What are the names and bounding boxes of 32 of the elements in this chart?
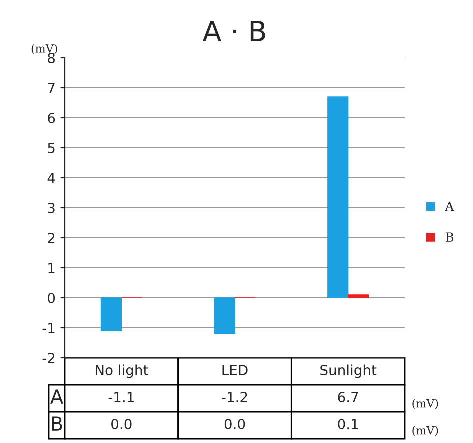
text: A bbox=[50, 390, 64, 404]
data-label: 0.0 bbox=[112, 419, 132, 430]
y-tick-label: 6 bbox=[48, 112, 56, 124]
data-label: 0.0 bbox=[224, 419, 246, 430]
legend-label: B bbox=[446, 232, 454, 242]
y-tick-label: 5 bbox=[48, 143, 55, 154]
y-tick-label: 0 bbox=[48, 292, 56, 304]
data-label: 0.1 bbox=[338, 419, 358, 430]
y-tick-label: 1 bbox=[48, 263, 55, 274]
legend-label: A bbox=[445, 202, 454, 212]
y-tick-label: -1 bbox=[42, 323, 55, 334]
y-tick-label: 8 bbox=[48, 52, 56, 64]
y-tick-label: 2 bbox=[48, 232, 55, 244]
y-tick-label: -2 bbox=[42, 352, 55, 364]
x-tick-label: No light bbox=[96, 364, 148, 378]
data-label: 6.7 bbox=[338, 392, 358, 403]
bar bbox=[348, 294, 370, 298]
y-tick-label: 4 bbox=[48, 173, 56, 184]
bar bbox=[100, 298, 122, 332]
y-axis-title: (mV) bbox=[32, 44, 58, 54]
x-tick-label: Sunlight bbox=[320, 364, 377, 378]
text: (mV) bbox=[412, 399, 438, 410]
data-label: -1.2 bbox=[222, 392, 248, 402]
bar bbox=[214, 298, 236, 334]
y-tick-label: 7 bbox=[48, 83, 55, 94]
data-label: -1.1 bbox=[108, 392, 134, 402]
chart-title: A · B bbox=[202, 21, 266, 42]
text: (mV) bbox=[412, 426, 438, 436]
x-tick-label: LED bbox=[222, 365, 248, 376]
text: B bbox=[52, 416, 62, 431]
y-tick-label: 3 bbox=[48, 202, 55, 214]
bar bbox=[328, 96, 349, 298]
